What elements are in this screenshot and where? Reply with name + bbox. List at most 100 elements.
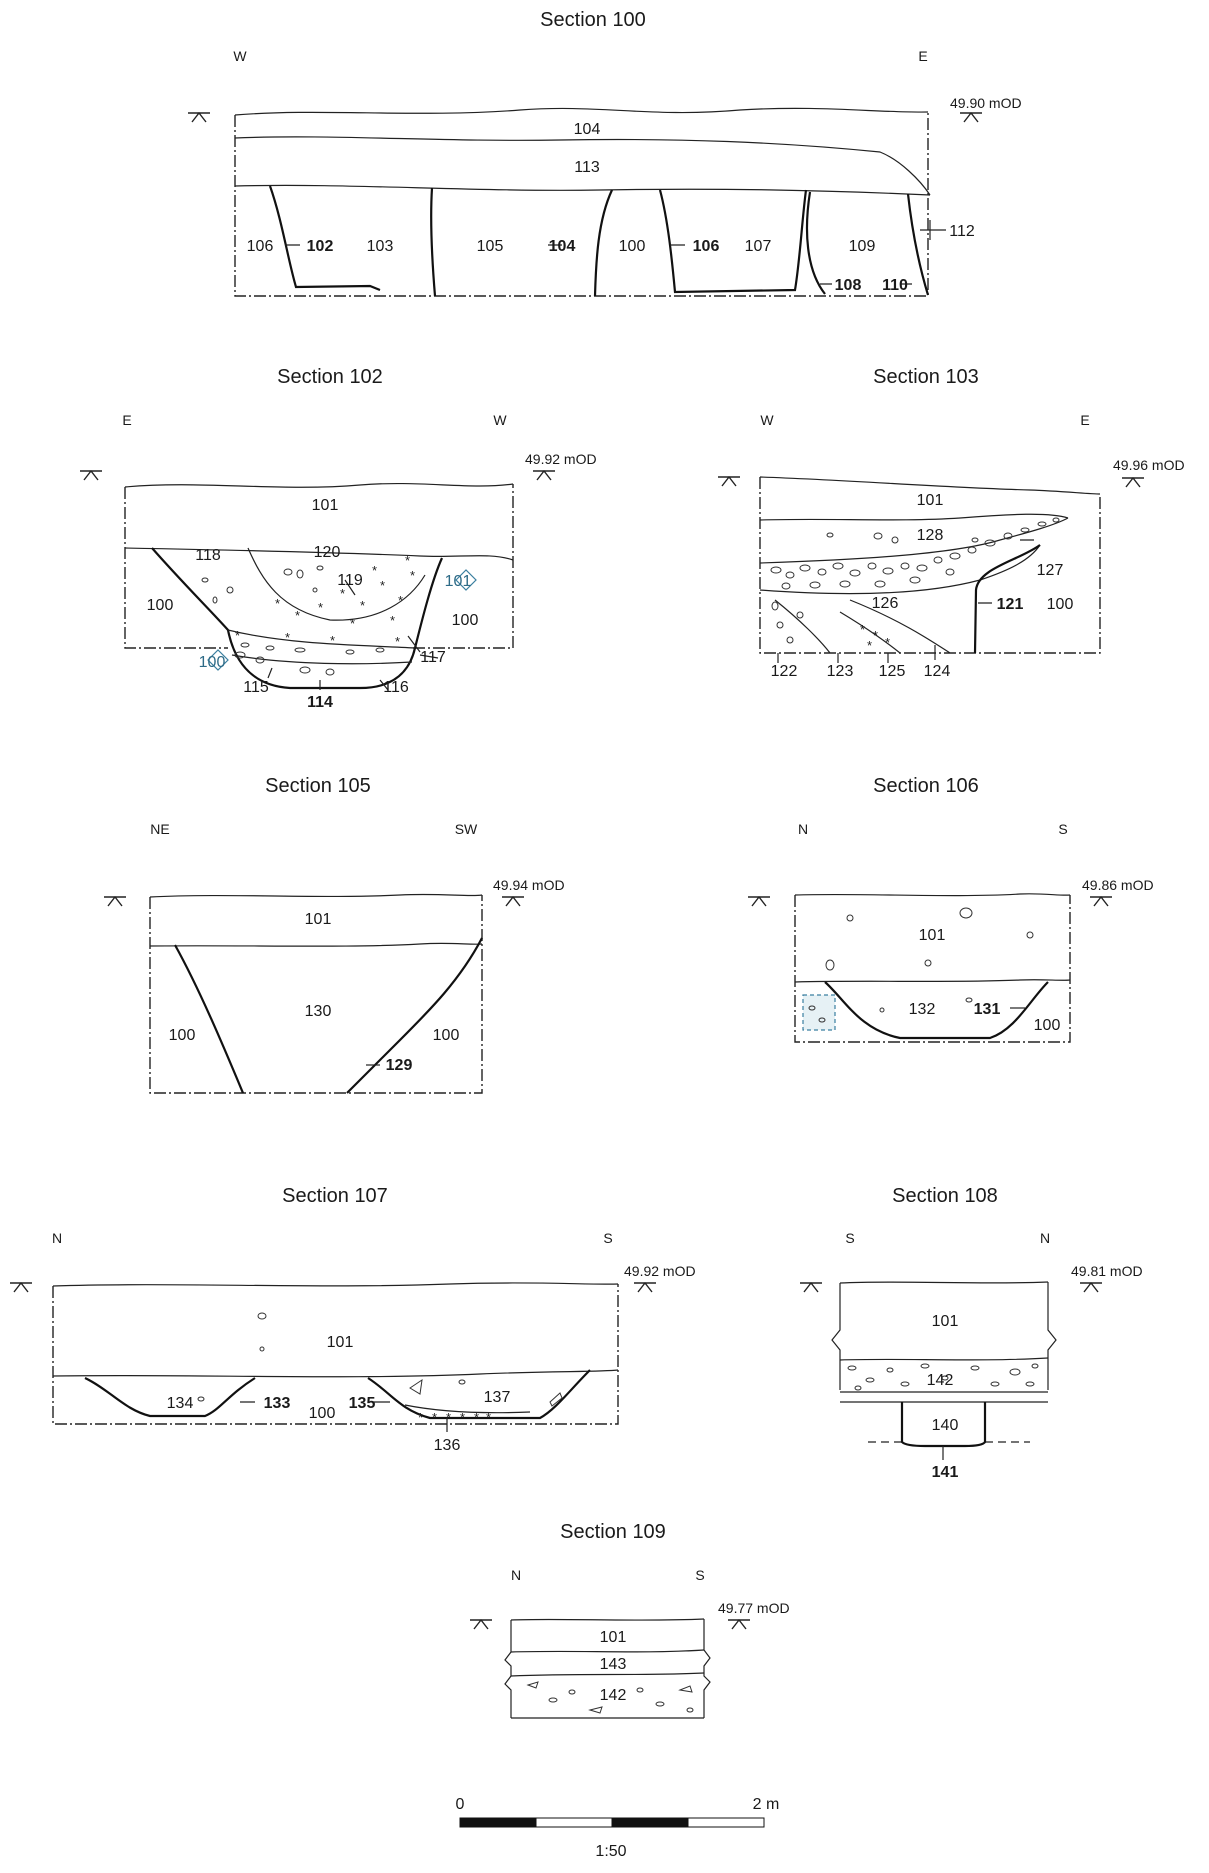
context-label: 137 xyxy=(484,1389,511,1406)
context-label: 100 xyxy=(1034,1017,1061,1034)
context-label: 125 xyxy=(879,663,906,680)
svg-text:*: * xyxy=(860,622,865,637)
section-title: Section 103 xyxy=(873,366,979,388)
context-label: 104 xyxy=(574,121,601,138)
direction-left: S xyxy=(845,1230,854,1246)
section-title: Section 100 xyxy=(540,9,646,31)
context-label: 112 xyxy=(949,223,975,240)
datum-marker-icon xyxy=(1090,895,1112,907)
svg-text:*: * xyxy=(398,593,403,608)
direction-left: NE xyxy=(150,821,169,837)
svg-text:*: * xyxy=(410,568,415,583)
cut-label: 129 xyxy=(386,1057,413,1074)
direction-right: W xyxy=(493,412,507,428)
context-label: 136 xyxy=(434,1437,461,1454)
layer-boundary-line xyxy=(774,599,951,654)
svg-text:*: * xyxy=(235,628,240,643)
datum-marker-icon xyxy=(800,1281,822,1293)
limit-of-excavation-line xyxy=(124,484,514,649)
cut-label: 131 xyxy=(974,1001,1001,1018)
context-label: 142 xyxy=(927,1372,954,1389)
direction-right: E xyxy=(1080,412,1089,428)
layer-boundary-line xyxy=(149,942,483,947)
context-label: 120 xyxy=(314,544,341,561)
section-109: Section 109 N S 49.77 mOD 101 143 142 xyxy=(470,1521,790,1719)
datum-marker-icon xyxy=(10,1281,32,1293)
layer-boundary-line xyxy=(231,654,413,665)
context-label: 143 xyxy=(600,1656,627,1673)
cut-label: 133 xyxy=(264,1395,291,1412)
context-label: 128 xyxy=(917,527,944,544)
ground-surface-line xyxy=(234,107,929,116)
svg-text:*: * xyxy=(885,635,890,650)
section-100: Section 100 W E 49.90 mOD 104 113 106 10… xyxy=(188,9,1022,297)
context-label: 103 xyxy=(367,238,394,255)
ground-surface-line xyxy=(759,476,1101,495)
cut-outline xyxy=(805,191,826,295)
context-label: 100 xyxy=(199,654,226,671)
context-label: 101 xyxy=(445,573,472,590)
context-label: 100 xyxy=(309,1405,336,1422)
direction-left: N xyxy=(798,821,808,837)
context-label: 101 xyxy=(600,1629,627,1646)
scale-segment xyxy=(687,1817,765,1828)
charcoal-inclusions: ** ** ** ** ** ** * * * * xyxy=(235,553,415,649)
datum-marker-icon xyxy=(960,111,982,123)
ground-surface-line xyxy=(510,1618,705,1621)
datum-marker-icon xyxy=(188,111,210,123)
ground-surface-line xyxy=(794,893,1071,897)
context-diamond-icon xyxy=(207,649,229,671)
datum-marker-icon xyxy=(728,1618,750,1630)
layer-boundary-line xyxy=(52,1369,619,1378)
datum-level: 49.94 mOD xyxy=(493,877,565,893)
charcoal-inclusions: * * * * * * xyxy=(418,1410,491,1425)
section-title: Section 105 xyxy=(265,775,371,797)
layer-boundary-line xyxy=(759,513,1069,521)
section-106: Section 106 N S 49.86 mOD 101 132 131 10… xyxy=(748,775,1154,1043)
svg-text:*: * xyxy=(486,1410,491,1425)
datum-marker-icon xyxy=(80,469,102,481)
section-title: Section 102 xyxy=(277,366,383,388)
ground-surface-line xyxy=(124,482,514,488)
context-label: 100 xyxy=(619,238,646,255)
context-label: 101 xyxy=(312,497,339,514)
charcoal-inclusions: * * ** xyxy=(860,622,890,653)
cut-label: 141 xyxy=(932,1464,959,1481)
section-102: Section 102 E W 49.92 mOD xyxy=(80,366,597,711)
cut-label: 135 xyxy=(349,1395,376,1412)
context-label: 124 xyxy=(924,663,951,680)
stones-fill xyxy=(808,907,1034,1023)
scale-segment xyxy=(535,1817,613,1828)
scale-ratio-label: 1:50 xyxy=(595,1843,626,1860)
stones-fill xyxy=(847,1363,1039,1391)
direction-right: SW xyxy=(455,821,478,837)
ground-surface-line xyxy=(839,1281,1049,1284)
context-label: 100 xyxy=(169,1027,196,1044)
context-label: 100 xyxy=(433,1027,460,1044)
svg-text:*: * xyxy=(460,1410,465,1425)
svg-text:*: * xyxy=(380,578,385,593)
context-label: 117 xyxy=(420,649,446,666)
cut-outline xyxy=(174,944,245,1094)
cut-label: 106 xyxy=(693,238,720,255)
cut-outline xyxy=(658,189,808,294)
datum-marker-icon xyxy=(533,469,555,481)
direction-left: N xyxy=(52,1230,62,1246)
datum-marker-icon xyxy=(634,1281,656,1293)
context-label: 115 xyxy=(243,679,269,696)
layer-boundary-line xyxy=(759,517,1069,564)
context-label: 100 xyxy=(452,612,479,629)
layer-boundary-line xyxy=(227,629,416,649)
section-edge-line xyxy=(504,1619,711,1718)
direction-right: S xyxy=(1058,821,1067,837)
leader-lines xyxy=(285,220,946,285)
cut-outline xyxy=(593,189,613,297)
svg-text:*: * xyxy=(318,600,323,615)
svg-text:*: * xyxy=(295,608,300,623)
svg-text:*: * xyxy=(873,628,878,643)
context-label: 116 xyxy=(383,679,409,696)
cut-outline xyxy=(151,547,444,690)
datum-marker-icon xyxy=(1080,1281,1102,1293)
scale-end-label: 2 m xyxy=(753,1796,780,1813)
context-label: 122 xyxy=(771,663,798,680)
